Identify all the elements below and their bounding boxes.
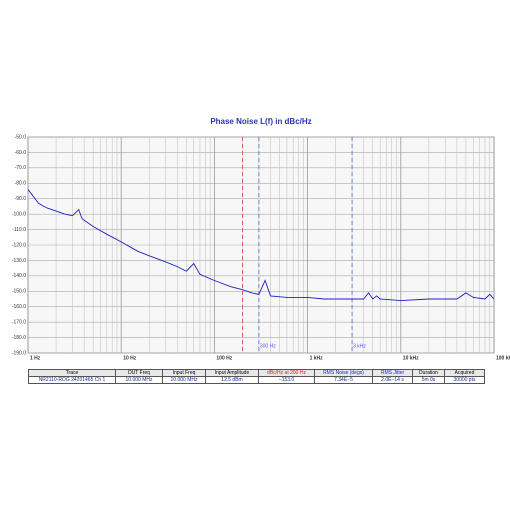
y-tick-label: -170.0 — [12, 319, 26, 325]
table-cell: 10.000 MHz — [115, 376, 163, 384]
table-header-cell: Trace — [28, 369, 116, 377]
chart: Phase Noise L(f) in dBc/Hz -50.0 -60.0 -70… — [12, 117, 510, 361]
summary-table: Trace DUT Freq Input Freq Input Amplitude dB… — [28, 369, 485, 384]
table-header-cell: Duration — [412, 369, 445, 377]
table-header-cell: dBc/Hz at 200 Hz — [258, 369, 315, 377]
table-cell: 10.000 MHz — [162, 376, 206, 384]
y-tick-label: -60.0 — [15, 150, 27, 156]
table-cell: −153.0 — [258, 376, 315, 384]
table-header-cell: Input Amplitude — [205, 369, 259, 377]
x-tick-label: 100 Hz — [216, 355, 232, 361]
y-tick-label: -110.0 — [12, 227, 26, 233]
data-line — [27, 189, 495, 301]
y-tick-label: -180.0 — [12, 335, 26, 341]
marker-label: 300 Hz — [260, 343, 276, 349]
table-row: NR2110-ROG 24201465 Ch 1 10.000 MHz 10.000… — [28, 376, 485, 384]
table-header-cell: RMS Noise (degs) — [314, 369, 373, 377]
table-cell: 12.5 dBm — [205, 376, 259, 384]
y-tick-label: -120.0 — [12, 242, 26, 248]
table-cell: 5m 0s — [412, 376, 445, 384]
table-cell: 2.0E−14 s — [372, 376, 413, 384]
y-tick-label: -80.0 — [15, 181, 27, 187]
x-tick-label: 100 kHz — [496, 355, 510, 361]
y-tick-label: -50.0 — [15, 134, 27, 140]
x-tick-label: 1 kHz — [310, 355, 324, 361]
x-tick-label: 10 Hz — [123, 355, 137, 361]
x-tick-label: 1 Hz — [30, 355, 41, 361]
y-tick-label: -100.0 — [12, 211, 26, 217]
table-cell: NR2110-ROG 24201465 Ch 1 — [28, 376, 116, 384]
table-header-cell: Acquired — [444, 369, 485, 377]
table-cell: 7.34E−5 — [314, 376, 373, 384]
y-tick-label: -140.0 — [12, 273, 26, 279]
y-tick-label: -130.0 — [12, 258, 26, 264]
y-tick-label: -150.0 — [12, 289, 26, 295]
table-header-cell: RMS Jitter — [372, 369, 413, 377]
marker-label: 3 kHz — [353, 343, 366, 349]
y-tick-label: -90.0 — [15, 196, 27, 202]
y-tick-label: -160.0 — [12, 304, 26, 310]
y-tick-label: -70.0 — [15, 165, 27, 171]
x-tick-label: 10 kHz — [403, 355, 419, 361]
table-header-cell: DUT Freq — [115, 369, 163, 377]
table-header-cell: Input Freq — [162, 369, 206, 377]
chart-title: Phase Noise L(f) in dBc/Hz — [210, 117, 311, 126]
table-cell: 30000 pts — [444, 376, 485, 384]
y-tick-label: -190.0 — [12, 350, 26, 356]
